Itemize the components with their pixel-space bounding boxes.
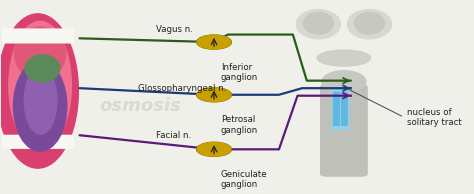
Ellipse shape <box>296 10 340 39</box>
FancyBboxPatch shape <box>340 88 348 129</box>
FancyBboxPatch shape <box>342 93 347 125</box>
FancyBboxPatch shape <box>334 93 339 125</box>
Ellipse shape <box>13 61 67 151</box>
Ellipse shape <box>9 21 72 149</box>
Text: Glossopharyngeal n.: Glossopharyngeal n. <box>137 84 226 93</box>
Text: osmosis: osmosis <box>99 97 181 115</box>
Text: Inferior
ganglion: Inferior ganglion <box>221 63 258 82</box>
Ellipse shape <box>0 14 78 168</box>
Ellipse shape <box>24 67 57 134</box>
Ellipse shape <box>197 88 231 101</box>
Text: nucleus of
solitary tract: nucleus of solitary tract <box>407 108 461 127</box>
Ellipse shape <box>197 143 231 156</box>
Ellipse shape <box>322 71 366 92</box>
Ellipse shape <box>25 55 60 82</box>
FancyBboxPatch shape <box>2 29 73 43</box>
Ellipse shape <box>197 35 231 49</box>
Ellipse shape <box>347 10 392 39</box>
Ellipse shape <box>317 50 371 66</box>
Text: Petrosal
ganglion: Petrosal ganglion <box>221 115 258 135</box>
Ellipse shape <box>355 12 384 34</box>
Ellipse shape <box>303 12 333 34</box>
Text: Facial n.: Facial n. <box>156 131 191 140</box>
Text: Vagus n.: Vagus n. <box>156 25 193 34</box>
Ellipse shape <box>15 27 65 80</box>
FancyBboxPatch shape <box>321 85 367 176</box>
Text: Geniculate
ganglion: Geniculate ganglion <box>221 170 268 189</box>
FancyBboxPatch shape <box>2 135 73 148</box>
FancyBboxPatch shape <box>332 88 341 129</box>
